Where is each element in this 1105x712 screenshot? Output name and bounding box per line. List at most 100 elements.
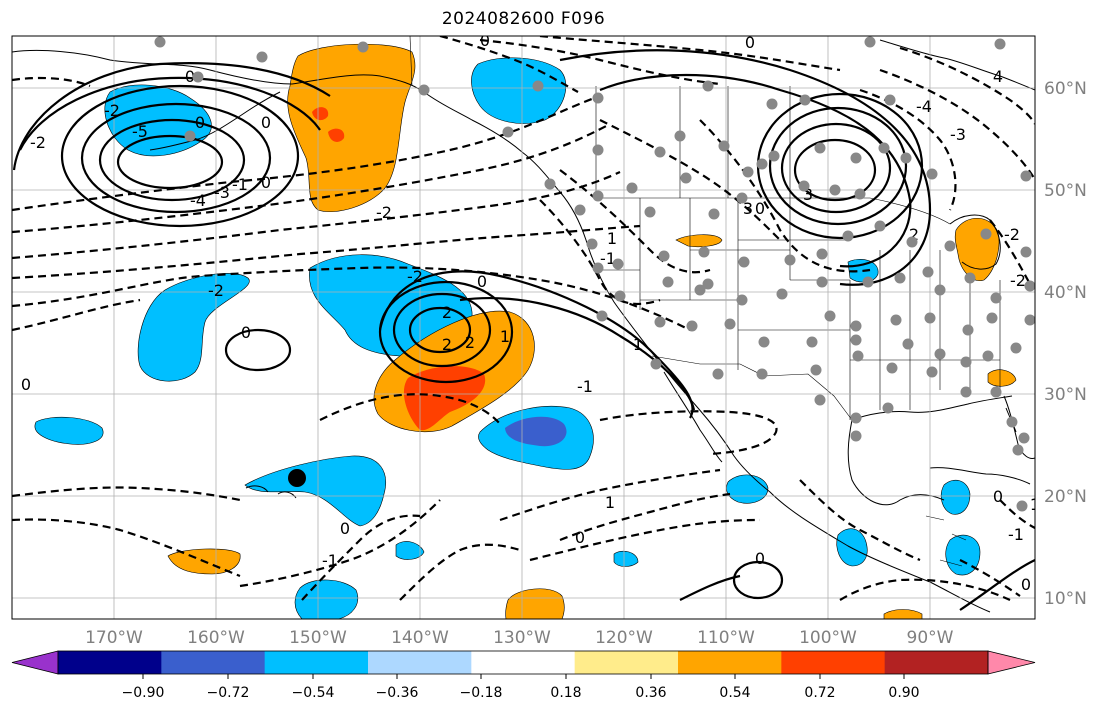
observation-point [708, 208, 720, 220]
contour-negative [499, 468, 721, 522]
colorbar-label: −0.54 [292, 685, 335, 701]
observation-point [882, 402, 894, 414]
observation-point [574, 204, 586, 216]
contour-label: 2 [442, 335, 452, 354]
observation-point [357, 41, 369, 53]
observation-point [756, 368, 768, 380]
observation-point [650, 358, 662, 370]
contour-positive [679, 574, 741, 601]
contour-positive [959, 559, 1035, 611]
colorbar-segment [58, 651, 162, 674]
observation-point [702, 278, 714, 290]
colorbar-label: −0.18 [460, 685, 503, 701]
contour-label: 1 [633, 335, 643, 354]
observation-point [1018, 432, 1030, 444]
shade-negative [836, 528, 868, 567]
observation-point [776, 288, 788, 300]
observation-point [990, 292, 1002, 304]
colorbar-label: 0.36 [635, 685, 666, 701]
contour-negative [12, 123, 611, 234]
observation-point [612, 258, 624, 270]
contour-label: -1 [322, 551, 338, 570]
colorbar-label: −0.36 [376, 685, 419, 701]
map-frame [11, 35, 1036, 620]
coastline-hawaii [245, 485, 297, 499]
observation-point [990, 386, 1002, 398]
contour-label: 1 [607, 229, 617, 248]
contour-low-pacific [408, 306, 472, 354]
observation-point [680, 172, 692, 184]
contour-label: -2 [407, 267, 423, 286]
contour-low-pacific [392, 292, 492, 368]
shade-negative [137, 273, 250, 382]
shade-positive [505, 588, 565, 619]
colorbar-label: 0.72 [804, 685, 835, 701]
observation-point [592, 262, 604, 274]
observation-point [874, 220, 886, 232]
observation-point [626, 182, 638, 194]
contour-low-alaska [19, 76, 321, 151]
contour-label: -2 [208, 281, 224, 300]
observation-point [586, 238, 598, 250]
observation-point [878, 142, 890, 154]
contour-negative [899, 46, 1035, 125]
border-states [596, 198, 1001, 420]
observation-point [766, 98, 778, 110]
observation-point [862, 276, 874, 288]
contour-label: -5 [132, 122, 148, 141]
observation-point [850, 334, 862, 346]
contour-high-central [780, 122, 892, 214]
contour-label: 1 [605, 493, 615, 512]
observation-point [256, 51, 268, 63]
latitude-label: 10°N [1044, 589, 1087, 609]
coastline-baja [663, 371, 723, 463]
shade-negative [613, 550, 639, 567]
observation-point [1010, 342, 1022, 354]
observation-point [890, 314, 902, 326]
coastline-florida [1003, 395, 1035, 459]
contour-label: -3 [214, 183, 230, 202]
contour-label: 3 [803, 185, 813, 204]
observation-point [934, 348, 946, 360]
contour-high-central [599, 73, 912, 268]
contour-label: 1 [1030, 495, 1040, 514]
contour-negative [12, 486, 241, 502]
observation-point [154, 36, 166, 48]
observation-point [686, 320, 698, 332]
observation-point [1012, 444, 1024, 456]
longitude-label: 160°W [187, 628, 245, 648]
contour-negative [599, 410, 778, 456]
shade-positive [675, 234, 723, 248]
contour-label: -2 [376, 203, 392, 222]
observation-point [964, 272, 976, 284]
map-title: 2024082600 F096 [441, 9, 606, 29]
latitude-label: 30°N [1044, 385, 1087, 405]
shade-strong-positive [403, 366, 486, 431]
contour-label: -4 [190, 191, 206, 210]
contour-low-pacific [459, 297, 696, 411]
contour-negative [12, 94, 601, 212]
observation-point [724, 318, 736, 330]
observation-point [736, 294, 748, 306]
observation-point [658, 250, 670, 262]
contour-low-alaska [60, 84, 300, 228]
observation-point [886, 362, 898, 374]
contour-low-pacific [378, 280, 514, 384]
contour-negative [559, 492, 731, 542]
colorbar-label: 0.18 [550, 685, 581, 701]
coastline-gulf [851, 395, 1013, 421]
contour-label: 0 [575, 528, 585, 547]
contour-label: -2 [1010, 271, 1026, 290]
contour-negative [439, 36, 579, 93]
observation-point [192, 71, 204, 83]
observation-point [806, 336, 818, 348]
contour-negative [12, 171, 621, 260]
observation-point [592, 190, 604, 202]
contour-label: -4 [916, 97, 932, 116]
contour-low-alaska [116, 134, 224, 190]
observation-point [662, 276, 674, 288]
colorbar-segment [884, 651, 989, 674]
contour-label: 2 [465, 333, 475, 352]
latitude-label: 60°N [1044, 79, 1087, 99]
